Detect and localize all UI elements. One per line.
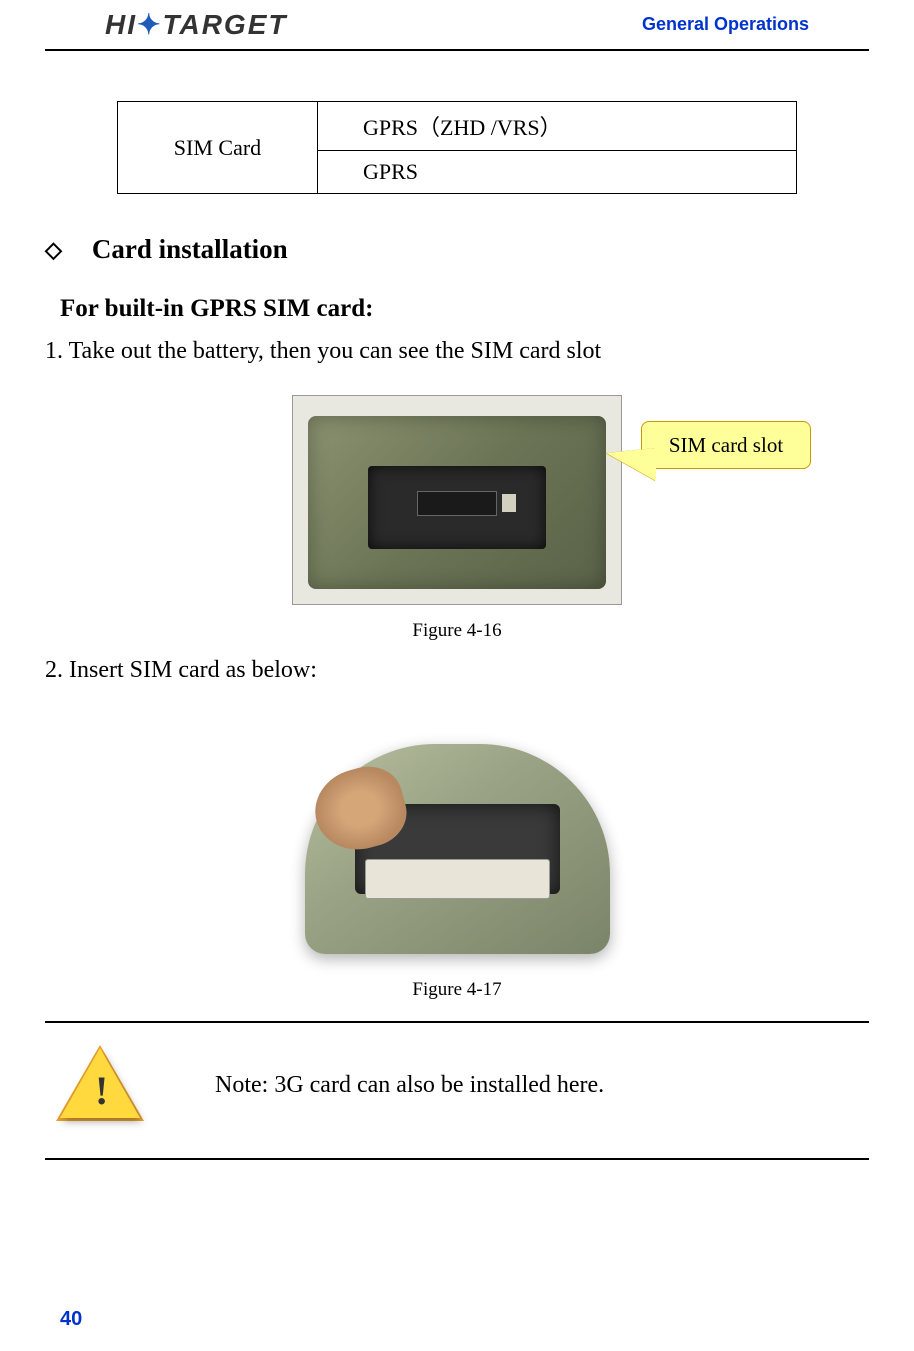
logo-text-2: TARGET	[162, 9, 287, 40]
logo: HI✦TARGET	[105, 8, 288, 41]
logo-dot: ✦	[137, 9, 162, 40]
figure-1-image: SIM card slot	[292, 395, 622, 605]
slot-marker	[502, 494, 516, 512]
label-strip	[365, 859, 550, 899]
callout-tail	[606, 448, 656, 481]
warning-icon: !	[55, 1043, 145, 1128]
page-number: 40	[60, 1308, 82, 1331]
step-2-text: 2. Insert SIM card as below:	[45, 657, 869, 684]
callout-text: SIM card slot	[669, 433, 783, 458]
note-section: ! Note: 3G card can also be installed he…	[45, 1021, 869, 1160]
step-1-text: 1. Take out the battery, then you can se…	[45, 338, 869, 365]
sim-slot-graphic	[417, 491, 497, 516]
logo-text-1: HI	[105, 9, 137, 40]
sub-heading: For built-in GPRS SIM card:	[60, 295, 869, 323]
callout-box: SIM card slot	[641, 421, 811, 469]
battery-compartment	[368, 466, 546, 549]
table-row-1: GPRS（ZHD /VRS）	[318, 102, 797, 151]
figure-1-caption: Figure 4-16	[45, 620, 869, 642]
figure-2-image	[285, 714, 630, 964]
sim-card-table: SIM Card GPRS（ZHD /VRS） GPRS	[117, 101, 797, 194]
device-body	[308, 416, 606, 589]
section-heading: ◇ Card installation	[45, 234, 869, 265]
page-header: HI✦TARGET General Operations	[45, 0, 869, 51]
header-section-title: General Operations	[642, 14, 809, 35]
page-content: SIM Card GPRS（ZHD /VRS） GPRS ◇ Card inst…	[0, 51, 914, 1001]
figure-2-container: Figure 4-17	[45, 714, 869, 1001]
table-row-2: GPRS	[318, 151, 797, 194]
diamond-icon: ◇	[45, 237, 62, 263]
note-text: Note: 3G card can also be installed here…	[215, 1072, 604, 1099]
exclamation-mark: !	[95, 1067, 108, 1114]
table-label-cell: SIM Card	[118, 102, 318, 194]
figure-1-container: SIM card slot Figure 4-16	[45, 395, 869, 642]
figure-2-caption: Figure 4-17	[45, 979, 869, 1001]
heading-text: Card installation	[92, 234, 288, 265]
